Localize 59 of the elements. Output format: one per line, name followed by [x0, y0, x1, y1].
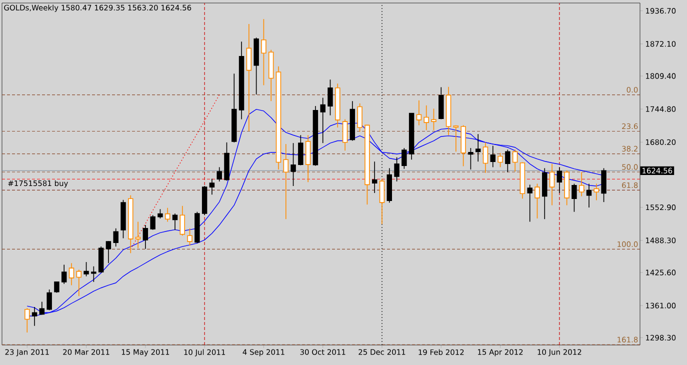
candlestick	[68, 262, 74, 286]
candlestick	[586, 183, 592, 208]
candlestick	[394, 156, 400, 182]
candlestick	[209, 178, 215, 196]
candlestick	[187, 228, 192, 246]
candlestick	[594, 183, 600, 201]
candlestick	[106, 240, 112, 264]
candlestick	[24, 308, 30, 333]
candlestick	[342, 118, 348, 152]
candlestick	[534, 183, 540, 219]
candlestick	[512, 149, 518, 172]
candlestick	[142, 224, 148, 250]
candlestick	[468, 148, 474, 170]
candlestick	[180, 205, 186, 236]
candlestick	[556, 166, 562, 194]
candlestick	[158, 208, 163, 219]
candlestick	[54, 281, 60, 294]
candlestick	[113, 228, 118, 247]
candlestick	[135, 221, 141, 249]
candlestick	[91, 266, 96, 282]
candlestick	[261, 18, 266, 86]
candlestick	[216, 166, 222, 182]
candlestick	[84, 262, 89, 277]
candlestick	[320, 97, 326, 144]
candlestick	[527, 184, 532, 222]
candlestick	[150, 214, 156, 230]
candlestick	[46, 289, 52, 311]
candlestick	[76, 269, 82, 297]
candlestick	[305, 134, 311, 182]
candlestick	[372, 161, 378, 194]
candlestick	[32, 306, 38, 326]
candlestick	[505, 149, 510, 173]
candlestick	[542, 168, 548, 220]
candlestick	[424, 104, 429, 131]
candlestick	[438, 86, 444, 120]
candlestick	[39, 301, 45, 316]
candlestick	[475, 134, 481, 162]
candlestick	[431, 108, 436, 131]
candlestick	[490, 145, 496, 168]
candlestick	[290, 142, 296, 186]
candlestick	[328, 79, 333, 116]
candlestick	[416, 100, 422, 126]
candlestick	[98, 246, 104, 274]
candlestick	[601, 168, 606, 202]
candlestick	[549, 164, 555, 206]
candlestick	[283, 144, 289, 220]
candlestick	[578, 172, 584, 197]
candlestick	[61, 264, 67, 284]
candlestick	[357, 102, 362, 132]
candlestick	[246, 24, 252, 132]
candlestick	[172, 213, 178, 230]
candlestick	[164, 207, 170, 222]
candlestick	[453, 124, 459, 152]
candlestick	[402, 148, 407, 170]
candlestick	[498, 152, 503, 168]
candlestick	[379, 178, 385, 224]
candlestick	[298, 134, 304, 166]
candlestick	[572, 183, 577, 212]
candlestick	[482, 142, 488, 174]
